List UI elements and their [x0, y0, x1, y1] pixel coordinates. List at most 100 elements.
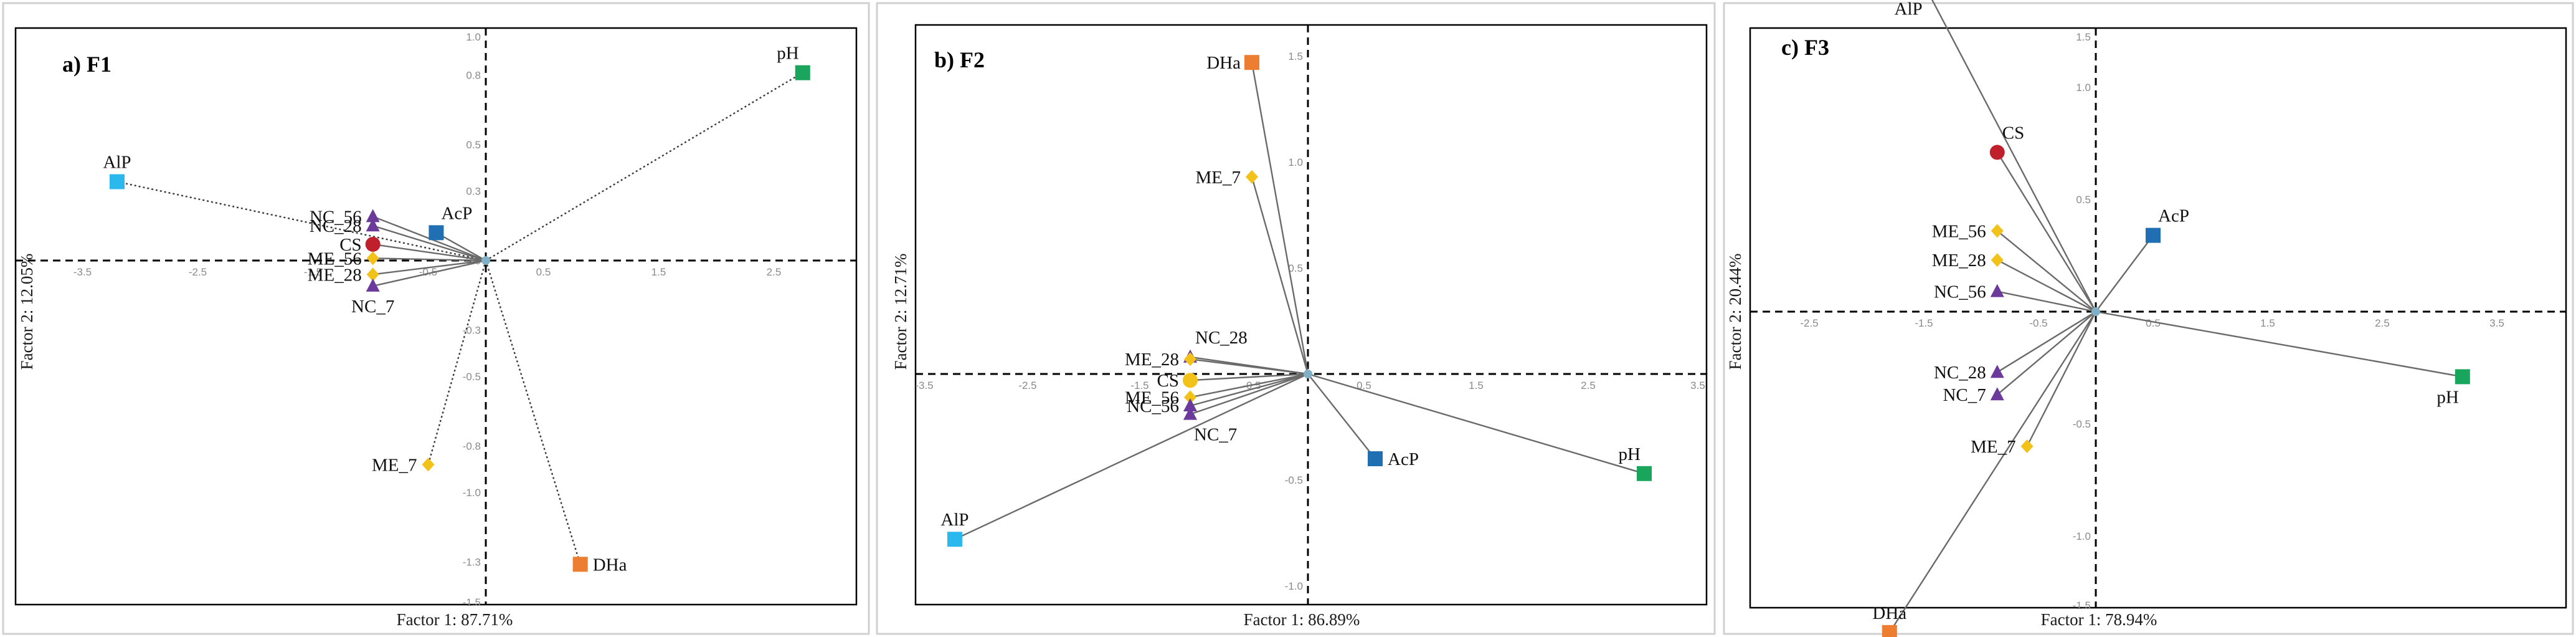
vector-ph — [1307, 373, 1645, 474]
point-label-dha: DHa — [1206, 53, 1241, 73]
vector-nc-28 — [372, 225, 486, 262]
point-label-me-28: ME_28 — [308, 265, 362, 285]
point-label-cs: CS — [2002, 123, 2024, 143]
point-cs — [1183, 373, 1198, 388]
plot-area — [14, 27, 858, 606]
y-tick-label: 1.5 — [2076, 31, 2091, 43]
vector-nc-56 — [1997, 290, 2096, 313]
vector-cs — [372, 243, 486, 262]
point-label-me-7: ME_7 — [1971, 437, 2016, 457]
vector-ph — [2095, 310, 2463, 378]
y-tick-label: -1.0 — [463, 487, 481, 499]
vector-me-7 — [427, 260, 487, 465]
y-tick-label: 1.0 — [466, 31, 481, 43]
point-label-ph: pH — [2436, 387, 2459, 407]
y-tick-label: 1.0 — [1288, 156, 1303, 168]
point-nc-56 — [1183, 398, 1197, 411]
point-label-dha: DHa — [593, 555, 627, 575]
point-nc-56 — [366, 209, 380, 223]
vector-cs — [1190, 373, 1309, 381]
vector-dha — [485, 260, 581, 565]
point-nc-7 — [1990, 387, 2004, 401]
point-me-7 — [2020, 439, 2034, 453]
point-nc-56 — [1990, 284, 2004, 297]
x-tick-label: -1.5 — [1915, 317, 1933, 329]
point-label-me-56: ME_56 — [1125, 388, 1179, 408]
x-tick-label: 1.5 — [651, 266, 666, 278]
point-label-nc-56: NC_56 — [1934, 282, 1986, 302]
point-label-me-56: ME_56 — [1932, 221, 1986, 241]
y-tick-label: -0.3 — [463, 325, 481, 337]
point-me-56 — [366, 251, 379, 266]
point-label-nc-28: NC_28 — [1934, 363, 1986, 383]
chart-title: a) F1 — [62, 52, 111, 77]
point-label-dha: DHa — [1872, 603, 1906, 623]
point-label-cs: CS — [339, 235, 361, 255]
vector-me-7 — [2026, 311, 2097, 447]
y-axis-title: Factor 2: 12.05% — [17, 254, 36, 370]
point-label-acp: AcP — [441, 203, 472, 223]
x-tick-label: -2.5 — [1800, 317, 1818, 329]
point-me-56 — [1991, 224, 2004, 238]
point-label-alp: AlP — [940, 510, 968, 530]
vector-alp — [1931, 0, 2097, 312]
point-dha — [572, 557, 588, 572]
point-label-nc-28: NC_28 — [310, 216, 362, 236]
y-tick-label: 1.5 — [1288, 50, 1303, 62]
chart-title: b) F2 — [934, 47, 985, 72]
chart-panel-3: -2.5 -1.5 -0.5 0.5 1.5 2.5 3.5 1.5 1.0 0.5 -0.5 -1.… — [1723, 0, 2574, 637]
y-tick-label: -0.5 — [2073, 418, 2091, 430]
vector-cs — [1996, 151, 2097, 312]
y-axis-title: Factor 2: 12.71% — [891, 254, 910, 370]
x-axis-title: Factor 1: 87.71% — [397, 610, 513, 629]
point-label-me-28: ME_28 — [1125, 350, 1179, 370]
vector-me-28 — [372, 259, 486, 275]
point-label-nc-7: NC_7 — [1943, 385, 1986, 405]
y-tick-label: 0.8 — [466, 69, 481, 81]
y-tick-label: -1.0 — [2073, 530, 2091, 542]
point-nc-28 — [1990, 365, 2004, 378]
point-acp — [2146, 228, 2161, 243]
point-label-cs: CS — [1157, 371, 1179, 391]
point-me-28 — [1184, 352, 1196, 366]
x-tick-label: 2.5 — [2375, 317, 2390, 329]
point-alp — [947, 532, 962, 547]
chart-title: c) F3 — [1781, 35, 1829, 60]
x-tick-label: 0.5 — [2146, 317, 2161, 329]
point-me-7 — [1246, 170, 1258, 184]
y-axis-title: Factor 2: 20.44% — [1726, 254, 1745, 370]
point-label-nc-7: NC_7 — [1194, 425, 1237, 445]
vector-ph — [485, 72, 803, 262]
point-label-alp: AlP — [103, 153, 131, 173]
x-tick-label: 0.5 — [1357, 380, 1371, 391]
vector-me-7 — [1251, 176, 1309, 375]
vector-nc-7 — [1190, 373, 1309, 415]
point-label-me-7: ME_7 — [1196, 168, 1241, 188]
point-me-28 — [366, 267, 379, 282]
point-label-acp: AcP — [2158, 206, 2189, 226]
x-axis-title: Factor 1: 78.94% — [2041, 610, 2157, 629]
point-label-nc-28: NC_28 — [1195, 328, 1248, 348]
vector-alp — [116, 181, 486, 262]
y-tick-label: 0.3 — [466, 185, 481, 197]
point-label-nc-56: NC_56 — [1127, 396, 1179, 416]
point-cs — [1989, 145, 2005, 160]
y-tick-label: 1.0 — [2076, 82, 2091, 93]
y-tick-label: -1.0 — [1285, 580, 1303, 592]
vector-nc-7 — [372, 259, 486, 287]
x-tick-label: 1.5 — [1469, 380, 1484, 391]
y-tick-label: -1.5 — [463, 596, 481, 608]
point-acp — [1368, 451, 1383, 466]
x-tick-label: 2.5 — [767, 266, 782, 278]
vector-nc-28 — [1997, 310, 2096, 373]
x-tick-label: -0.5 — [2029, 317, 2047, 329]
vector-me-28 — [1190, 358, 1309, 375]
point-label-nc-56: NC_56 — [310, 207, 362, 227]
point-cs — [365, 236, 381, 252]
vector-alp — [954, 373, 1309, 540]
vector-acp — [1307, 373, 1376, 459]
x-tick-label: -2.5 — [1018, 380, 1036, 391]
point-alp — [110, 174, 125, 189]
x-tick-label: 2.5 — [1581, 380, 1596, 391]
y-tick-label: -0.5 — [463, 371, 481, 383]
